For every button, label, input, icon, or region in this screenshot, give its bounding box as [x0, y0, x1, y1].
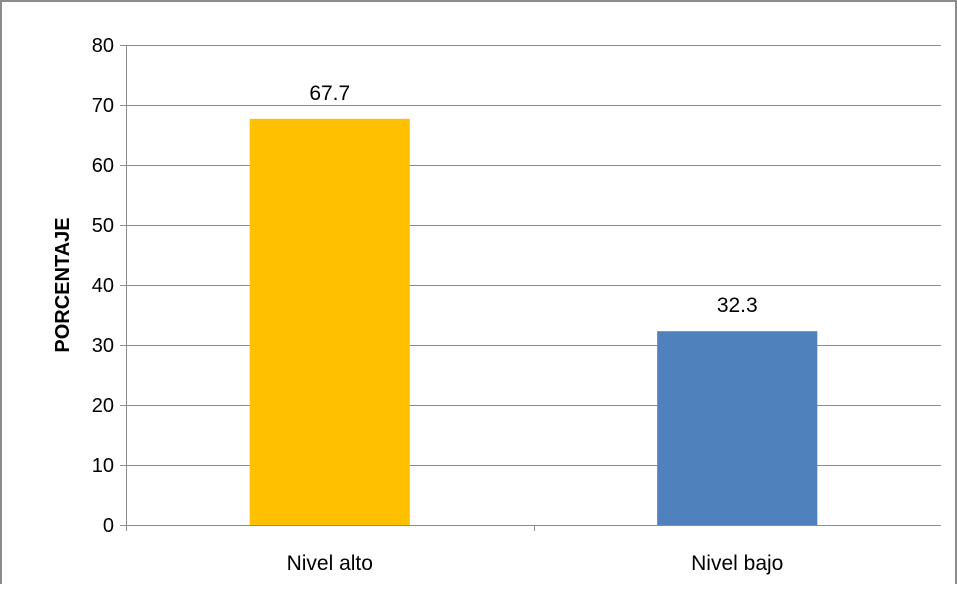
y-tick-label: 60: [92, 155, 114, 177]
y-tick-label: 30: [92, 335, 114, 357]
bar-nivel-bajo: [657, 331, 818, 525]
y-tick-label: 50: [92, 215, 114, 237]
y-tick-label: 70: [92, 95, 114, 117]
data-label: 32.3: [717, 294, 758, 317]
y-axis-ticks: 0 10 20 30 40 50 60 70 80: [92, 35, 126, 537]
x-axis-ticks: Nivel alto Nivel bajo: [287, 525, 783, 575]
data-label: 67.7: [309, 82, 350, 105]
y-tick-label: 10: [92, 455, 114, 477]
y-tick-label: 0: [103, 515, 114, 537]
y-axis-title: PORCENTAJE: [52, 217, 74, 352]
data-labels: 67.7 32.3: [309, 82, 757, 317]
gridlines: [126, 45, 941, 466]
bars: [249, 118, 818, 526]
y-tick-label: 80: [92, 35, 114, 57]
bar-nivel-alto: [249, 118, 410, 526]
y-tick-label: 40: [92, 275, 114, 297]
x-tick-label: Nivel bajo: [691, 552, 783, 575]
y-tick-label: 20: [92, 395, 114, 417]
x-tick-label: Nivel alto: [287, 552, 373, 575]
